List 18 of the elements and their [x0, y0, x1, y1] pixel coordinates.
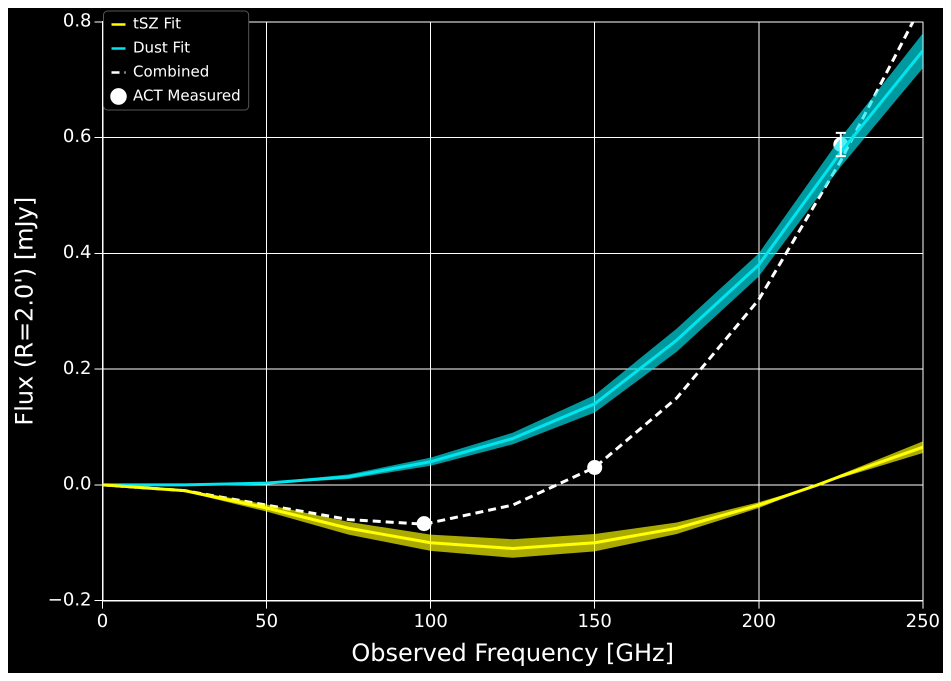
y-tick-label: 0.2 [62, 358, 92, 379]
y-tick-label: 0.6 [62, 126, 92, 148]
x-tick-label: 200 [742, 611, 776, 632]
x-tick-label: 0 [96, 611, 108, 632]
legend-label: tSZ Fit [133, 14, 182, 32]
legend-label: Combined [133, 62, 210, 80]
y-tick-label: −0.2 [48, 589, 92, 610]
legend-label: Dust Fit [133, 38, 190, 56]
x-tick-label: 100 [413, 611, 448, 632]
y-axis-title: Flux (R=2.0') [mJy] [10, 196, 39, 426]
legend-label: ACT Measured [133, 86, 241, 104]
x-axis-title: Observed Frequency [GHz] [351, 638, 674, 667]
y-tick-label: 0.0 [62, 474, 92, 495]
x-tick-label: 250 [906, 611, 940, 632]
x-tick-label: 50 [255, 611, 278, 632]
y-tick-label: 0.8 [62, 10, 92, 32]
x-tick-label: 150 [578, 611, 612, 632]
y-tick-label: 0.4 [62, 242, 92, 263]
